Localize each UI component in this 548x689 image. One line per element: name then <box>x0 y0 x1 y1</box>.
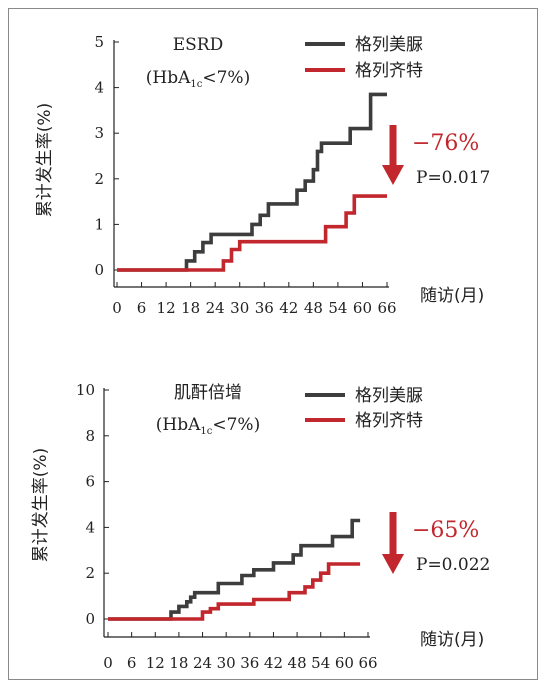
y-tick-label: 0 <box>94 261 104 279</box>
x-tick-label: 36 <box>255 299 274 317</box>
chart-subtitle: (HbA1c<7%) <box>156 415 260 437</box>
legend-label: 格列齐特 <box>355 411 423 431</box>
x-tick-label: 60 <box>353 299 372 317</box>
arrow-shaft <box>389 512 397 556</box>
x-tick-label: 42 <box>279 299 298 317</box>
x-tick-label: 42 <box>264 654 283 672</box>
subtitle-pre: (HbA <box>146 68 191 88</box>
y-tick-label: 4 <box>94 79 104 97</box>
p-value: P=0.017 <box>416 168 490 188</box>
x-tick-label: 6 <box>127 654 137 672</box>
x-tick-label: 12 <box>157 299 176 317</box>
down-arrow-icon <box>382 554 404 574</box>
chart-subtitle: (HbA1c<7%) <box>146 68 250 90</box>
x-tick-label: 54 <box>328 299 347 317</box>
down-arrow-icon <box>382 165 404 185</box>
series-line-gliclazide <box>108 562 361 621</box>
x-tick-label: 18 <box>181 299 200 317</box>
y-tick-label: 3 <box>94 124 104 142</box>
y-tick-label: 4 <box>85 518 95 536</box>
subtitle-sub: 1c <box>190 79 202 90</box>
subtitle-pre: (HbA <box>156 415 201 435</box>
reduction-percent: −65% <box>412 518 479 543</box>
y-tick-label: 2 <box>85 564 95 582</box>
x-tick-label: 0 <box>112 299 122 317</box>
p-value: P=0.022 <box>416 555 490 575</box>
series-line-glimepiride <box>117 92 387 272</box>
chart-title: 肌酐倍增 <box>174 383 242 403</box>
legend-label: 格列齐特 <box>355 61 423 81</box>
y-tick-label: 0 <box>85 610 95 628</box>
y-tick-label: 2 <box>94 170 104 188</box>
x-tick-label: 66 <box>358 654 377 672</box>
series-line-glimepiride <box>108 518 361 621</box>
series-line-gliclazide <box>117 194 387 272</box>
x-axis-label: 随访(月) <box>420 630 484 650</box>
x-tick-label: 36 <box>240 654 259 672</box>
x-tick-label: 24 <box>193 654 212 672</box>
x-tick-label: 0 <box>103 654 113 672</box>
x-tick-label: 54 <box>311 654 330 672</box>
subtitle-sub: 1c <box>200 426 212 437</box>
subtitle-post: <7%) <box>212 415 260 435</box>
arrow-shaft <box>389 125 397 167</box>
x-tick-label: 24 <box>206 299 225 317</box>
y-tick-label: 6 <box>85 473 95 491</box>
y-tick-label: 5 <box>94 33 104 51</box>
x-tick-label: 60 <box>335 654 354 672</box>
y-tick-label: 1 <box>94 215 104 233</box>
x-tick-label: 6 <box>137 299 147 317</box>
x-tick-label: 30 <box>230 299 249 317</box>
y-axis-label: 累计发生率(%) <box>31 448 51 562</box>
chart-title: ESRD <box>173 35 224 55</box>
x-tick-label: 12 <box>146 654 165 672</box>
y-axis-label: 累计发生率(%) <box>35 103 55 217</box>
subtitle-post: <7%) <box>202 68 250 88</box>
reduction-percent: −76% <box>412 131 479 156</box>
x-tick-label: 66 <box>377 299 396 317</box>
x-tick-label: 48 <box>304 299 323 317</box>
x-tick-label: 30 <box>217 654 236 672</box>
legend-label: 格列美脲 <box>355 386 423 406</box>
x-tick-label: 18 <box>169 654 188 672</box>
x-tick-label: 48 <box>288 654 307 672</box>
y-tick-label: 8 <box>85 427 95 445</box>
x-axis-label: 随访(月) <box>420 286 484 306</box>
legend-label: 格列美脲 <box>355 35 423 55</box>
y-tick-label: 10 <box>76 381 95 399</box>
figure-frame <box>8 8 538 680</box>
